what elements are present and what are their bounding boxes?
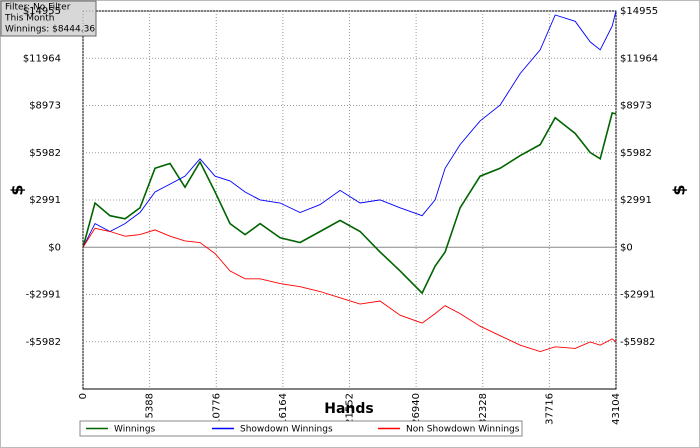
x-tick-label: 5388 xyxy=(145,393,156,418)
x-tick-label: 0 xyxy=(78,393,89,399)
y2-tick-label: $11964 xyxy=(620,53,658,64)
y2-tick-label: -$5982 xyxy=(620,337,655,348)
y2-tick-label: $8973 xyxy=(620,101,652,112)
y2-tick-label: $2991 xyxy=(620,195,652,206)
y-tick-label: -$2991 xyxy=(26,290,61,301)
info-text: This Month xyxy=(4,14,54,24)
legend-label: Winnings xyxy=(114,425,156,435)
x-axis-label: Hands xyxy=(324,401,374,417)
y-tick-label: -$5982 xyxy=(26,337,61,348)
y-axis-label: $ xyxy=(8,184,27,195)
x-tick-label: 32328 xyxy=(478,393,489,425)
y-tick-label: $0 xyxy=(48,242,61,253)
y2-tick-label: $14955 xyxy=(620,6,658,17)
info-box xyxy=(0,0,97,37)
y-tick-label: $8973 xyxy=(29,101,61,112)
y2-tick-label: -$2991 xyxy=(620,290,655,301)
legend-label: Non Showdown Winnings xyxy=(406,425,520,435)
line xyxy=(82,227,617,352)
line xyxy=(82,112,617,295)
x-tick-label: 10776 xyxy=(211,393,222,425)
legend xyxy=(79,420,523,437)
y-tick-label: $11964 xyxy=(23,53,61,64)
x-tick-label: 43104 xyxy=(611,393,622,425)
info-text: Filter: No Filter xyxy=(5,3,71,13)
legend-label: Showdown Winnings xyxy=(240,425,333,435)
y2-tick-label: $0 xyxy=(620,242,633,253)
y2-axis-label: $ xyxy=(670,184,689,195)
y-tick-label: $14955 xyxy=(23,6,61,17)
x-tick-label: 16164 xyxy=(278,393,289,425)
x-tick-label: 26940 xyxy=(411,393,422,425)
y-tick-label: $2991 xyxy=(29,195,61,206)
line xyxy=(82,10,617,248)
x-tick-label: 21552 xyxy=(345,393,356,425)
x-tick-label: 37716 xyxy=(544,393,555,425)
y2-tick-label: $5982 xyxy=(620,148,652,159)
y-tick-label: $5982 xyxy=(29,148,61,159)
info-text: Winnings: $8444.36 xyxy=(5,25,95,35)
